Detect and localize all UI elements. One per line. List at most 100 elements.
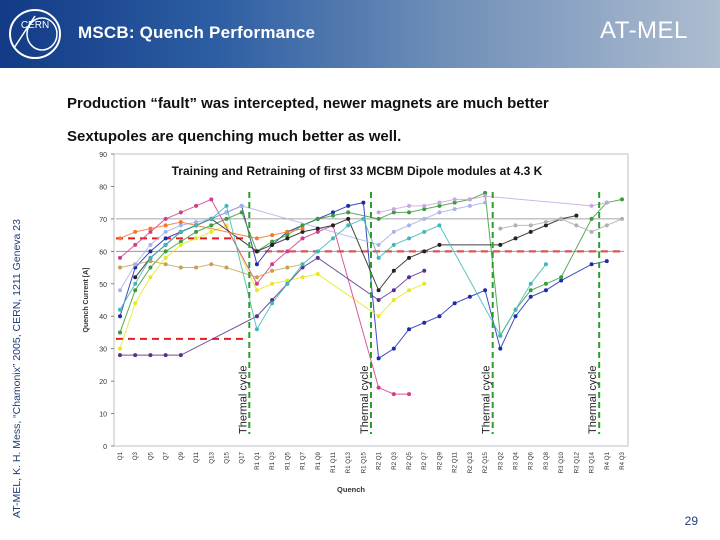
data-point [361, 200, 366, 205]
data-point [133, 288, 138, 293]
y-axis-label: Quench Current [A] [83, 268, 90, 333]
data-point [559, 278, 564, 283]
x-tick-label: Q5 [147, 451, 154, 460]
x-tick-label: R3 Q10 [558, 451, 565, 473]
data-point [391, 346, 396, 351]
data-point [513, 314, 518, 319]
data-point [254, 236, 259, 241]
data-point [254, 281, 259, 286]
bullet-production-fault: Production “fault” was intercepted, newe… [67, 95, 549, 112]
bullet-sextupoles: Sextupoles are quenching much better as … [67, 128, 402, 145]
data-point [178, 265, 183, 270]
data-point [285, 278, 290, 283]
data-point [528, 229, 533, 234]
data-point [178, 239, 183, 244]
data-point [178, 242, 183, 247]
data-point [254, 288, 259, 293]
thermal-cycle-label: Thermal cycle [237, 366, 249, 434]
cern-logo-text: CERN [21, 20, 49, 31]
x-tick-label: R1 Q15 [360, 451, 367, 473]
x-tick-label: R1 Q7 [300, 451, 307, 469]
data-point [559, 216, 564, 221]
data-point [194, 220, 199, 225]
data-point [163, 229, 168, 234]
data-point [209, 262, 214, 267]
data-point [589, 203, 594, 208]
data-point [330, 210, 335, 215]
data-point [315, 226, 320, 231]
data-point [422, 207, 427, 212]
data-point [452, 200, 457, 205]
data-point [528, 294, 533, 299]
data-point [209, 229, 214, 234]
data-point [498, 333, 503, 338]
data-point [315, 229, 320, 234]
data-point [118, 288, 122, 293]
data-point [620, 216, 624, 221]
data-point [330, 236, 335, 241]
data-point [270, 298, 275, 302]
data-point [148, 275, 153, 280]
data-point [407, 288, 412, 293]
data-point [148, 255, 153, 260]
data-point [574, 223, 579, 228]
data-point [178, 210, 183, 215]
data-point [604, 200, 609, 205]
data-point [209, 223, 214, 228]
data-point [346, 210, 351, 215]
data-point [285, 229, 290, 234]
x-tick-label: Q9 [178, 451, 185, 460]
quench-chart: 0 10 20 30 40 50 60 70 80 90 Quench Current [A] Q1 Q… [83, 152, 629, 494]
data-point [194, 203, 199, 208]
data-point [209, 197, 214, 202]
data-point [452, 207, 457, 212]
data-point [452, 301, 457, 306]
x-tick-label: Q11 [193, 451, 200, 463]
x-tick-label: R2 Q7 [421, 451, 428, 469]
data-point [391, 210, 396, 215]
data-point [346, 203, 351, 208]
x-tick-label: R3 Q6 [528, 451, 535, 469]
data-point [620, 197, 624, 202]
x-tick-label: R4 Q3 [619, 451, 626, 469]
data-point [300, 236, 305, 241]
data-point [133, 262, 138, 267]
series-line [119, 192, 623, 338]
data-point [148, 242, 153, 247]
data-point [391, 242, 396, 247]
data-point [407, 223, 412, 228]
data-point [254, 327, 259, 332]
data-point [270, 301, 275, 306]
data-point [376, 288, 381, 293]
y-tick-label: 20 [99, 379, 107, 386]
data-point [330, 223, 335, 228]
data-point [604, 223, 609, 228]
data-point [270, 242, 275, 247]
data-point [543, 220, 548, 225]
data-point [422, 229, 427, 234]
thermal-cycle-label: Thermal cycle [359, 366, 371, 434]
y-tick-label: 80 [99, 184, 107, 191]
data-point [270, 233, 275, 238]
y-tick-label: 10 [99, 412, 107, 419]
data-point [118, 330, 122, 335]
data-point [254, 314, 259, 319]
data-point [118, 265, 122, 270]
x-tick-label: R2 Q9 [436, 451, 443, 469]
data-point [118, 255, 122, 260]
x-tick-label: R4 Q1 [604, 451, 611, 469]
data-point [300, 223, 305, 228]
data-point [498, 346, 503, 351]
data-point [118, 307, 122, 312]
data-point [148, 226, 153, 231]
chart-title: Training and Retraining of first 33 MCBM… [172, 164, 543, 178]
data-point [376, 356, 381, 361]
x-tick-label: Q7 [163, 451, 170, 460]
data-point [407, 255, 412, 260]
data-point [239, 203, 244, 208]
data-point [376, 255, 381, 260]
slide-header: CERN MSCB: Quench Performance AT-MEL [0, 0, 720, 68]
data-point [163, 216, 168, 221]
data-point [194, 236, 199, 241]
data-point [300, 265, 305, 270]
